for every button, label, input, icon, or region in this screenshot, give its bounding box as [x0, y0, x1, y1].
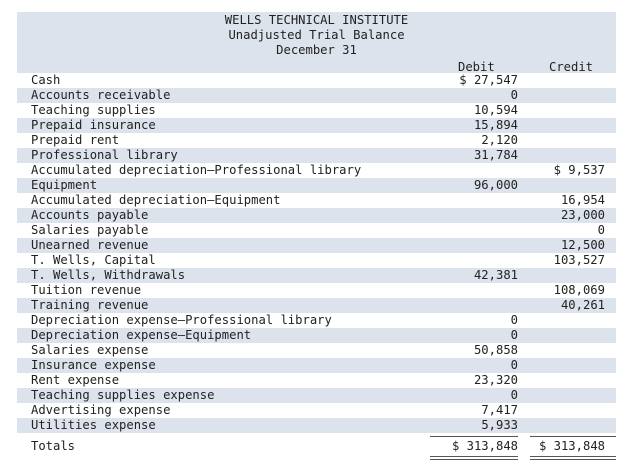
table-row: Training revenue 40,261 — [17, 298, 616, 313]
table-row: T. Wells, Capital 103,527 — [17, 253, 616, 268]
debit-column-header: Debit — [458, 60, 495, 74]
account-name: Depreciation expense—Equipment — [31, 328, 252, 342]
credit-amount: 12,500 — [560, 238, 605, 252]
table-row: Accumulated depreciation—Professional li… — [17, 163, 616, 178]
account-name: Advertising expense — [31, 403, 171, 417]
table-row: Insurance expense 0 — [17, 358, 616, 373]
table-row: Tuition revenue 108,069 — [17, 283, 616, 298]
credit-subtotal-rule — [530, 436, 616, 437]
table-row: Depreciation expense—Professional librar… — [17, 313, 616, 328]
totals-label: Totals — [31, 439, 76, 453]
debit-amount: $ 27,547 — [459, 73, 518, 87]
company-name: WELLS TECHNICAL INSTITUTE — [224, 13, 409, 27]
table-row: Salaries payable 0 — [17, 223, 616, 238]
account-name: T. Wells, Withdrawals — [31, 268, 186, 282]
account-name: Teaching supplies — [31, 103, 156, 117]
debit-amount: 0 — [510, 388, 518, 402]
account-name: Accumulated depreciation—Equipment — [31, 193, 281, 207]
credit-double-rule-bottom — [530, 459, 616, 460]
table-row: Teaching supplies expense 0 — [17, 388, 616, 403]
account-name: Professional library — [31, 148, 178, 162]
account-name: T. Wells, Capital — [31, 253, 156, 267]
totals-debit: $ 313,848 — [451, 439, 518, 453]
table-row: Accounts receivable 0 — [17, 88, 616, 103]
debit-amount: 0 — [510, 358, 518, 372]
account-name: Salaries payable — [31, 223, 149, 237]
account-name: Tuition revenue — [31, 283, 142, 297]
account-name: Equipment — [31, 178, 98, 192]
account-name: Depreciation expense—Professional librar… — [31, 313, 332, 327]
totals-credit: $ 313,848 — [538, 439, 605, 453]
account-name: Accounts payable — [31, 208, 149, 222]
table-row: Depreciation expense—Equipment 0 — [17, 328, 616, 343]
debit-amount: 96,000 — [473, 178, 518, 192]
debit-amount: 0 — [510, 88, 518, 102]
credit-amount: 23,000 — [560, 208, 605, 222]
debit-amount: 42,381 — [473, 268, 518, 282]
credit-double-rule-top — [530, 456, 616, 457]
credit-amount: 40,261 — [560, 298, 605, 312]
account-name: Insurance expense — [31, 358, 156, 372]
debit-amount: 0 — [510, 328, 518, 342]
account-name: Prepaid insurance — [31, 118, 156, 132]
account-name: Accounts receivable — [31, 88, 171, 102]
table-row: Professional library 31,784 — [17, 148, 616, 163]
account-name: Training revenue — [31, 298, 149, 312]
debit-amount: 15,894 — [473, 118, 518, 132]
account-name: Rent expense — [31, 373, 120, 387]
table-row: Cash $ 27,547 — [17, 73, 616, 88]
table-row: Equipment 96,000 — [17, 178, 616, 193]
table-row: Salaries expense 50,858 — [17, 343, 616, 358]
debit-amount: 50,858 — [473, 343, 518, 357]
totals-row: Totals $ 313,848 $ 313,848 — [17, 438, 616, 454]
account-name: Salaries expense — [31, 343, 149, 357]
account-name: Utilities expense — [31, 418, 156, 432]
account-name: Unearned revenue — [31, 238, 149, 252]
account-name: Accumulated depreciation—Professional li… — [31, 163, 362, 177]
table-row: Prepaid insurance 15,894 — [17, 118, 616, 133]
debit-amount: 0 — [510, 313, 518, 327]
report-header: WELLS TECHNICAL INSTITUTE Unadjusted Tri… — [17, 12, 616, 74]
table-row: Unearned revenue 12,500 — [17, 238, 616, 253]
table-row: Utilities expense 5,933 — [17, 418, 616, 433]
trial-balance-table: Cash $ 27,547 Accounts receivable 0 Teaching… — [17, 73, 616, 433]
account-name: Cash — [31, 73, 61, 87]
debit-amount: 5,933 — [481, 418, 518, 432]
debit-double-rule-bottom — [430, 459, 518, 460]
credit-amount: 16,954 — [560, 193, 605, 207]
account-name: Teaching supplies expense — [31, 388, 215, 402]
credit-amount: 108,069 — [553, 283, 605, 297]
debit-double-rule-top — [430, 456, 518, 457]
debit-subtotal-rule — [430, 436, 518, 437]
credit-amount: 103,527 — [553, 253, 605, 267]
table-row: Accumulated depreciation—Equipment 16,954 — [17, 193, 616, 208]
table-row: Prepaid rent 2,120 — [17, 133, 616, 148]
debit-amount: 7,417 — [481, 403, 518, 417]
table-row: Accounts payable 23,000 — [17, 208, 616, 223]
debit-amount: 31,784 — [473, 148, 518, 162]
debit-amount: 10,594 — [473, 103, 518, 117]
table-row: Teaching supplies 10,594 — [17, 103, 616, 118]
credit-column-header: Credit — [549, 60, 594, 74]
debit-amount: 23,320 — [473, 373, 518, 387]
table-row: T. Wells, Withdrawals 42,381 — [17, 268, 616, 283]
account-name: Prepaid rent — [31, 133, 120, 147]
report-title: Unadjusted Trial Balance — [228, 28, 405, 42]
table-row: Rent expense 23,320 — [17, 373, 616, 388]
debit-amount: 2,120 — [481, 133, 518, 147]
report-date: December 31 — [276, 43, 357, 57]
credit-amount: $ 9,537 — [553, 163, 605, 177]
table-row: Advertising expense 7,417 — [17, 403, 616, 418]
credit-amount: 0 — [597, 223, 605, 237]
